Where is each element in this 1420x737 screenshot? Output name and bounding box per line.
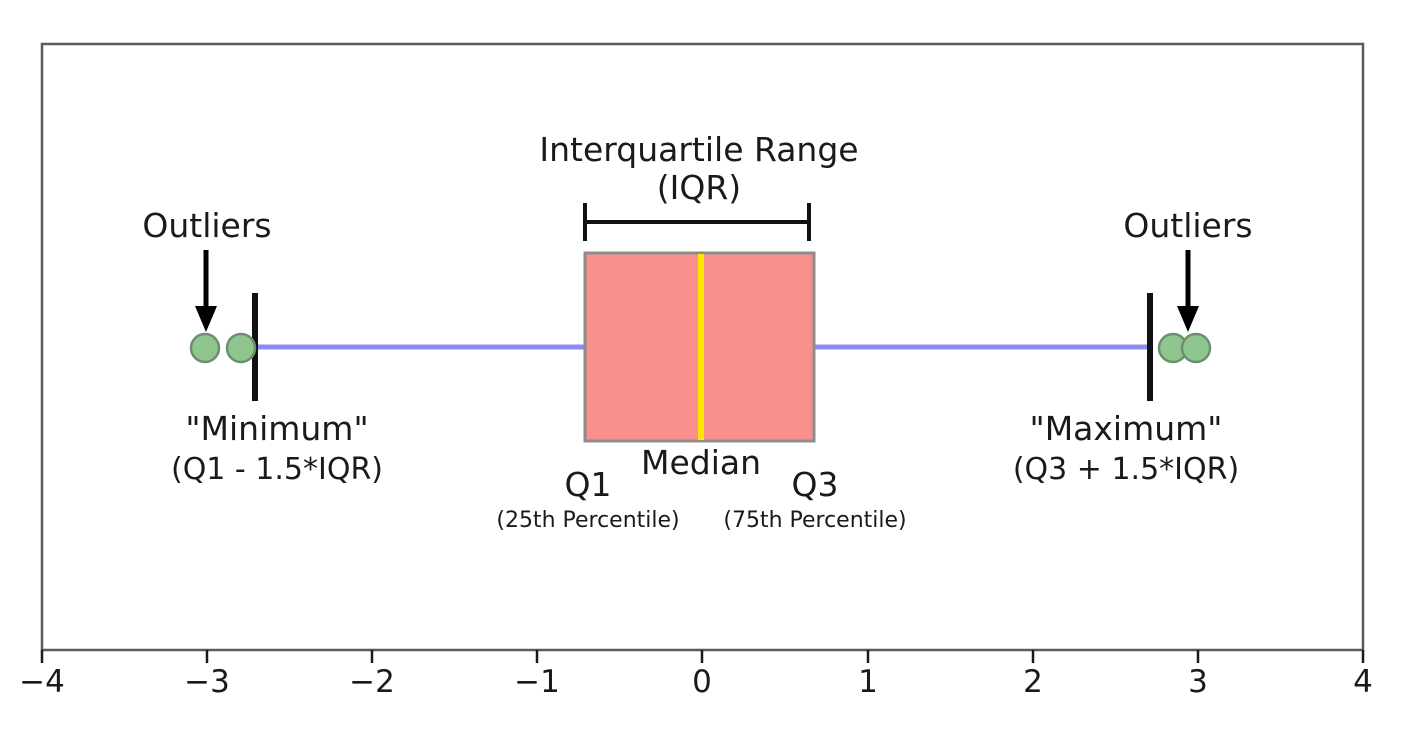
- q3-label: Q3: [792, 465, 839, 504]
- tick-label-4: 4: [1353, 664, 1373, 700]
- arrow-head: [195, 306, 217, 332]
- tick-label-minus3: −3: [184, 664, 230, 700]
- x-axis-ticks: [40, 650, 1365, 663]
- tick-label-3: 3: [1188, 664, 1208, 700]
- outlier-point: [189, 332, 221, 364]
- maximum-formula: (Q3 + 1.5*IQR): [1013, 452, 1239, 487]
- arrow-head: [1177, 306, 1199, 332]
- outlier-point: [225, 332, 257, 364]
- tick-label-2: 2: [1023, 664, 1043, 700]
- q1-percentile-label: (25th Percentile): [496, 508, 679, 533]
- q3-percentile-label: (75th Percentile): [723, 508, 906, 533]
- iqr-title-line2: (IQR): [657, 168, 741, 207]
- tick-label-minus2: −2: [349, 664, 395, 700]
- outlier-point: [1180, 332, 1212, 364]
- outliers-arrow-right-icon: [1177, 250, 1199, 332]
- outliers-label-right: Outliers: [1123, 206, 1252, 245]
- median-label: Median: [641, 443, 761, 482]
- tick-label-1: 1: [858, 664, 878, 700]
- iqr-title-line1: Interquartile Range: [539, 130, 858, 169]
- outlier-points-left: [189, 332, 257, 364]
- q1-label: Q1: [565, 465, 612, 504]
- maximum-label: "Maximum": [1030, 409, 1223, 448]
- minimum-formula: (Q1 - 1.5*IQR): [171, 452, 383, 487]
- outlier-points-right: [1157, 332, 1212, 364]
- outliers-label-left: Outliers: [142, 206, 271, 245]
- tick-label-minus4: −4: [19, 664, 65, 700]
- tick-label-minus1: −1: [514, 664, 560, 700]
- tick-label-0: 0: [692, 664, 712, 700]
- minimum-label: "Minimum": [185, 409, 368, 448]
- x-axis-tick-labels: −4 −3 −2 −1 0 1 2 3 4: [19, 664, 1373, 700]
- iqr-bracket: [583, 203, 811, 241]
- outliers-arrow-left-icon: [195, 250, 217, 332]
